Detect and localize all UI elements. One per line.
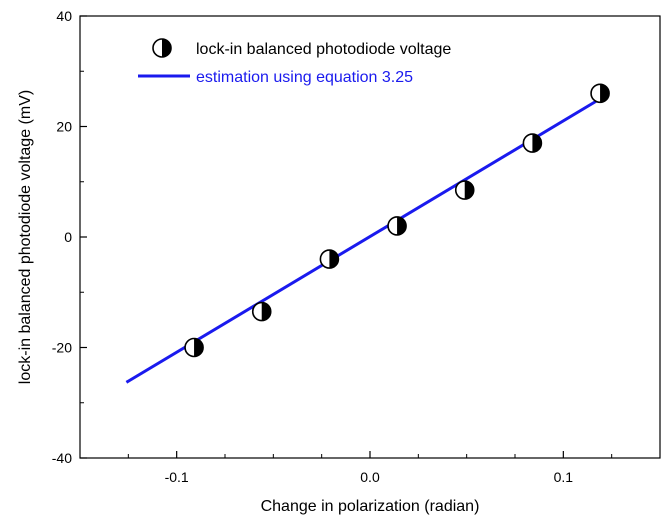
legend-label-line: estimation using equation 3.25 (196, 69, 413, 86)
y-tick-label: -20 (52, 340, 72, 356)
x-axis-title: Change in polarization (radian) (261, 498, 480, 515)
y-tick-label: -40 (52, 450, 72, 466)
y-tick-label: 20 (56, 119, 72, 135)
legend-marker-scatter (152, 38, 172, 58)
series-layer (125, 83, 610, 384)
axes-ticks: -40 -20 0 20 40 -0.1 0.0 0.1 (52, 8, 613, 485)
series-line-estimation (125, 97, 601, 384)
legend-label-scatter: lock-in balanced photodiode voltage (196, 41, 451, 58)
data-point (319, 249, 340, 269)
x-tick-label: -0.1 (165, 469, 189, 485)
data-point (522, 133, 543, 153)
data-point (590, 83, 610, 104)
data-point (184, 337, 204, 358)
data-point (251, 301, 272, 322)
y-tick-label: 40 (56, 8, 72, 24)
x-tick-label: 0.0 (360, 469, 380, 485)
data-point (454, 180, 475, 200)
legend: lock-in balanced photodiode voltage estim… (138, 38, 451, 86)
y-axis-title: lock-in balanced photodiode voltage (mV) (17, 90, 34, 384)
x-tick-label: 0.1 (554, 469, 574, 485)
data-point (387, 216, 407, 236)
y-tick-label: 0 (64, 229, 72, 245)
